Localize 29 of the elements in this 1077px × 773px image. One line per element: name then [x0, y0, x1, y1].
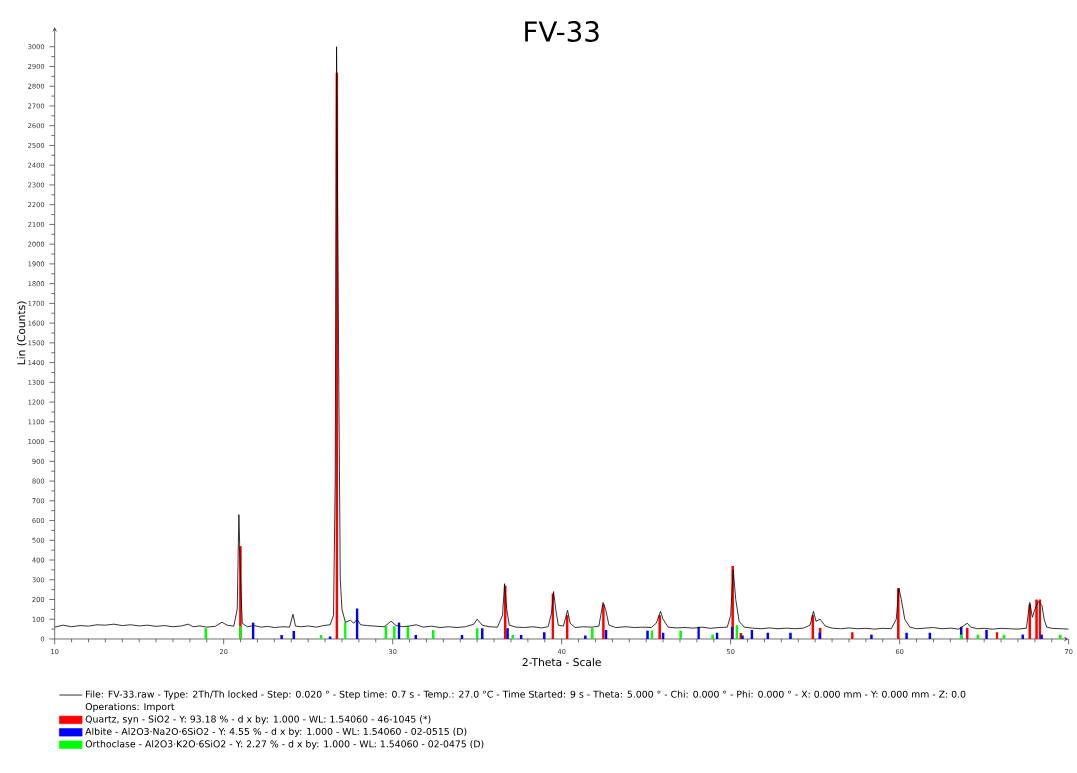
- bar: [818, 632, 821, 639]
- bar: [870, 634, 873, 639]
- bar: [1035, 599, 1038, 639]
- bar: [506, 628, 509, 639]
- bar: [204, 628, 208, 639]
- bar: [905, 632, 908, 639]
- bar: [280, 635, 283, 639]
- bar: [542, 632, 546, 639]
- bar: [590, 627, 594, 639]
- text: Operations: Import: [85, 702, 175, 712]
- legend-label: File: FV-33.raw - Type: 2Th/Th locked - Step: 0.020 ° - Step time: 0.7 s - Temp.: 27.0 °C - Time Started: 9 s - Theta: 5.000 ° - Chi: 0.000 ° - Phi: 0.000 ° - X: 0.000 mm - Y: 0.000 mm - Z: 0.0: [86, 690, 966, 700]
- x-axis-title: 2-Theta - Scale: [522, 657, 601, 667]
- line-series: [54, 46, 1069, 630]
- bar: [584, 635, 587, 639]
- bar: [1040, 634, 1043, 639]
- bar: [679, 630, 682, 639]
- legend-label: Orthoclase - Al2O3·K2O·6SiO2 - Y: 2.27 % - d x by: 1.000 - WL: 1.54060 - 02-0475 (D): [85, 740, 484, 750]
- bar: [711, 634, 714, 639]
- bar: [480, 628, 484, 639]
- bar: [393, 626, 396, 639]
- bar: [239, 626, 242, 639]
- bar: [985, 629, 988, 639]
- bar: [658, 615, 661, 639]
- chart-title: FV-33: [525, 21, 599, 42]
- legend-label: Quartz, syn - SiO2 - Y: 93.18 % - d x by: 1.000 - WL: 1.54060 - 46-1045 (*): [85, 715, 431, 725]
- bar: [789, 632, 792, 639]
- legend-label: Albite - Al2O3·Na2O·6SiO2 - Y: 4.55 % - d x by: 1.000 - WL: 1.54060 - 02-0515 (D): [85, 727, 467, 737]
- y-axis-title: Lin (Counts): [17, 301, 27, 365]
- bar: [646, 630, 649, 639]
